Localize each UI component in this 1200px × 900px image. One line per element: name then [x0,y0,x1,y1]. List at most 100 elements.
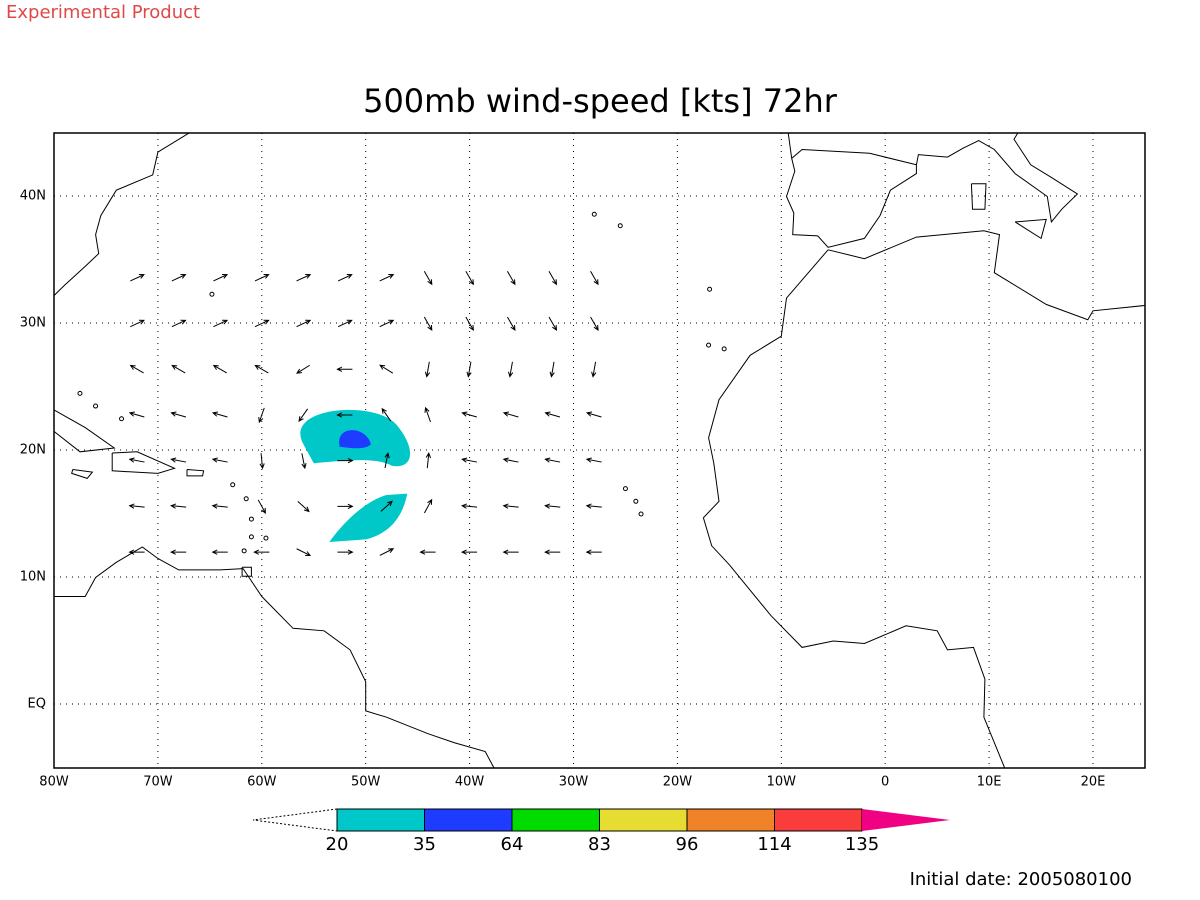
colorbar-label: 96 [676,834,699,855]
colorbar-under [252,808,338,832]
wind-vector [337,319,353,328]
lon-label: 10W [767,775,797,790]
wind-vector [379,548,395,556]
wind-vector [213,274,229,282]
colorbar-label: 64 [501,834,524,855]
wind-vector [460,549,478,555]
wind-vector [128,503,145,509]
map-frame [53,132,1146,769]
colorbar-box [774,808,863,832]
wind-vector [590,316,599,331]
wind-vector [460,503,478,509]
wind-vector [591,361,597,378]
wind-vector [506,271,516,286]
lon-label: 40W [455,775,485,790]
wind-vector [337,503,354,510]
coastline [54,546,495,768]
wind-vector [128,549,145,555]
coastline [71,469,94,479]
lat-label: 10N [20,570,46,585]
wind-vector [337,458,354,464]
wind-vector [424,406,431,423]
wind-vector [130,274,145,282]
wind-vector [211,503,228,509]
wind-vector [423,316,433,331]
colorbar-box [336,808,425,832]
wind-vector [544,457,561,463]
wind-vector [502,549,519,555]
wind-vector [544,411,561,418]
wind-vector [171,319,187,328]
wind-vector [170,503,187,509]
wind-vector [128,411,145,418]
wind-vector [465,316,474,331]
wind-vector [548,316,558,331]
wind-vector [253,549,270,555]
wind-vector [336,366,353,372]
coastline [54,133,191,296]
lon-label: 80W [39,775,69,790]
wind-vector [129,364,144,374]
coastline [785,133,917,248]
footer-label: Initial date: 2005080100 [910,869,1132,890]
wind-vector [211,411,228,418]
lon-label: 30W [559,775,589,790]
wind-vector [379,364,394,374]
island [248,516,254,522]
wind-vector [502,457,519,463]
island [721,346,727,352]
wind-vector [128,457,145,463]
wind-vector [585,411,602,418]
colorbar-box [686,808,775,832]
lat-label: 30N [20,316,46,331]
wind-vector [257,499,266,514]
header-label: Experimental Product [6,2,200,23]
shading-35 [339,430,371,449]
coastline [54,409,116,453]
wind-vector [211,457,228,463]
wind-vector [466,361,472,378]
wind-vector [336,412,353,418]
coastline [702,230,1145,768]
lat-label: EQ [28,697,46,712]
wind-vector [424,361,431,378]
coastline [970,183,987,210]
wind-vector [296,274,312,282]
wind-vector [337,549,354,555]
island [633,498,639,504]
wind-vector [384,452,390,469]
colorbar-label: 114 [757,834,791,855]
wind-vector [211,549,228,555]
coastline [241,566,252,577]
wind-vector [465,271,474,286]
wind-vector [549,361,555,378]
wind-vector [259,453,265,470]
wind-vector [379,319,395,328]
wind-vector [296,548,312,556]
wind-vector [171,364,186,374]
wind-vector [544,503,561,509]
island [617,223,623,229]
colorbar-label: 135 [845,834,879,855]
island [93,403,99,409]
wind-vector [296,319,312,328]
wind-vector [212,364,227,374]
wind-vector [254,319,270,328]
lon-label: 20E [1081,775,1106,790]
lon-label: 70W [143,775,173,790]
coastline [186,469,205,477]
colorbar-label: 20 [326,834,349,855]
wind-vector [254,364,269,374]
wind-vector [381,407,392,422]
wind-vector [544,549,561,555]
island [209,291,215,297]
wind-vector [590,271,599,286]
wind-vector [506,316,516,331]
wind-vector [425,452,431,469]
wind-vector [298,408,309,423]
wind-vector [502,503,519,509]
lon-label: 60W [247,775,277,790]
lon-label: 50W [351,775,381,790]
colorbar-box [599,808,688,832]
